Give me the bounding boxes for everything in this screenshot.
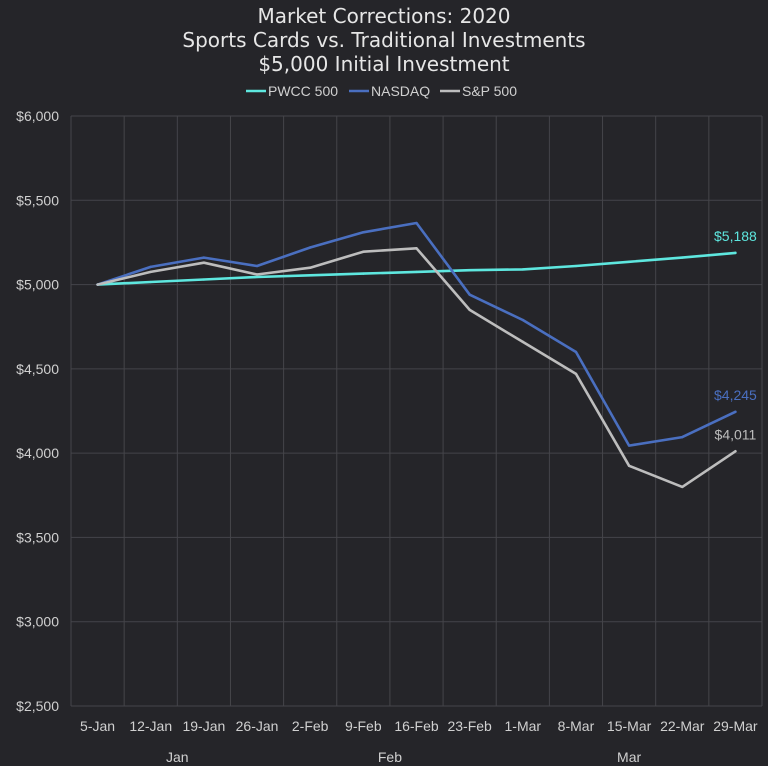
x-tick-label: 5-Jan xyxy=(80,718,115,734)
data-point-sp-500 xyxy=(149,270,152,274)
data-point-sp-500 xyxy=(681,485,684,489)
data-point-sp-500 xyxy=(255,273,259,276)
x-tick-label: 19-Jan xyxy=(182,718,225,734)
y-tick-label: $6,000 xyxy=(16,108,59,124)
data-point-sp-500 xyxy=(415,247,418,250)
data-point-sp-500 xyxy=(468,308,471,312)
x-tick-label: 26-Jan xyxy=(236,718,279,734)
x-tick-label: 23-Feb xyxy=(447,718,492,734)
data-point-pwcc-500 xyxy=(574,264,578,268)
data-point-nasdaq xyxy=(415,221,418,225)
legend-label-pwcc: PWCC 500 xyxy=(268,83,338,99)
legend-label-sp500: S&P 500 xyxy=(462,83,517,99)
data-point-sp-500 xyxy=(574,372,578,376)
y-tick-label: $3,500 xyxy=(16,529,59,545)
gridlines xyxy=(70,115,763,707)
legend: PWCC 500 NASDAQ S&P 500 xyxy=(246,83,517,99)
data-point-nasdaq xyxy=(521,318,525,322)
y-tick-label: $4,000 xyxy=(16,445,59,461)
data-point-pwcc-500 xyxy=(308,274,312,277)
chart-title-line-1: Market Corrections: 2020 xyxy=(258,4,511,28)
data-point-sp-500 xyxy=(96,283,99,286)
data-point-sp-500 xyxy=(362,250,365,253)
y-tick-label: $4,500 xyxy=(16,361,59,377)
end-label-sp-500: $4,011 xyxy=(715,426,757,442)
end-label-pwcc-500: $5,188 xyxy=(714,228,757,244)
chart-title-line-2: Sports Cards vs. Traditional Investments xyxy=(182,28,585,52)
data-point-sp-500 xyxy=(202,261,206,264)
data-point-nasdaq xyxy=(468,293,471,296)
data-point-sp-500 xyxy=(521,340,525,344)
data-point-pwcc-500 xyxy=(415,270,418,274)
data-point-pwcc-500 xyxy=(627,260,631,264)
y-tick-label: $3,000 xyxy=(16,614,59,630)
data-point-nasdaq xyxy=(734,410,737,414)
data-point-nasdaq xyxy=(627,444,631,447)
y-axis: $2,500 $3,000 $3,500 $4,000 $4,500 $5,000 $5,5… xyxy=(16,108,59,714)
month-label-feb: Feb xyxy=(378,749,402,765)
end-labels: $5,188 $4,245 $4,011 xyxy=(714,228,757,442)
series-lines xyxy=(96,221,737,489)
y-tick-label: $2,500 xyxy=(16,698,59,714)
data-point-nasdaq xyxy=(681,435,684,439)
x-tick-label: 1-Mar xyxy=(505,718,542,734)
data-point-pwcc-500 xyxy=(734,251,737,255)
x-tick-label: 16-Feb xyxy=(394,718,439,734)
data-point-nasdaq xyxy=(149,265,152,269)
data-point-sp-500 xyxy=(627,464,631,467)
y-tick-label: $5,000 xyxy=(16,277,59,293)
x-tick-label: 15-Mar xyxy=(607,718,652,734)
data-point-pwcc-500 xyxy=(149,280,152,284)
data-point-pwcc-500 xyxy=(521,268,525,271)
data-point-pwcc-500 xyxy=(202,278,206,281)
data-point-nasdaq xyxy=(574,350,578,354)
data-point-sp-500 xyxy=(308,266,312,269)
data-point-pwcc-500 xyxy=(255,275,259,279)
month-label-mar: Mar xyxy=(617,749,641,765)
data-point-nasdaq xyxy=(202,256,206,259)
end-label-nasdaq: $4,245 xyxy=(714,387,757,403)
month-label-jan: Jan xyxy=(166,749,189,765)
x-tick-label: 29-Mar xyxy=(713,718,758,734)
x-tick-label: 2-Feb xyxy=(292,718,329,734)
data-point-pwcc-500 xyxy=(681,256,684,259)
x-tick-label: 12-Jan xyxy=(129,718,172,734)
data-point-pwcc-500 xyxy=(362,272,365,275)
data-point-nasdaq xyxy=(308,246,312,249)
chart-title-line-3: $5,000 Initial Investment xyxy=(258,52,509,76)
x-tick-label: 8-Mar xyxy=(558,718,595,734)
data-point-pwcc-500 xyxy=(468,269,471,272)
x-tick-label: 9-Feb xyxy=(345,718,382,734)
x-tick-label: 22-Mar xyxy=(660,718,705,734)
y-tick-label: $5,500 xyxy=(16,192,59,208)
data-point-nasdaq xyxy=(362,231,365,234)
data-point-sp-500 xyxy=(734,450,737,453)
legend-label-nasdaq: NASDAQ xyxy=(371,83,430,99)
x-axis: 5-Jan 12-Jan 19-Jan 26-Jan 2-Feb 9-Feb 16-Feb 2… xyxy=(80,718,758,765)
data-point-nasdaq xyxy=(255,264,259,268)
